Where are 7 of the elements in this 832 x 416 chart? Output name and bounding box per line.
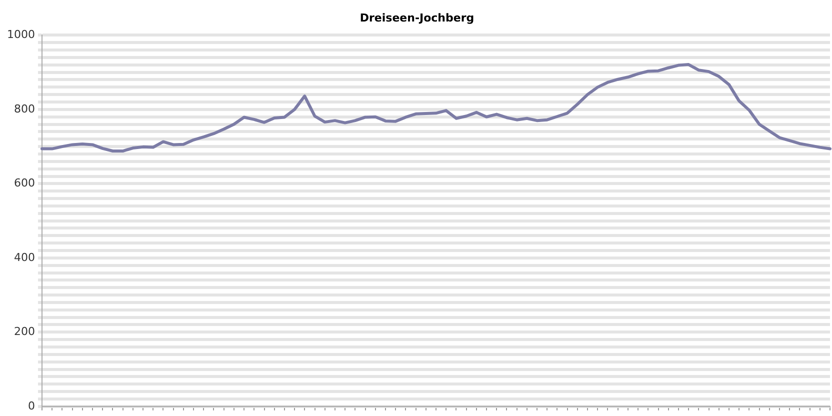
y-tick-label: 800 — [14, 102, 35, 116]
y-tick-label: 0 — [28, 399, 35, 412]
y-tick-label: 1000 — [6, 28, 35, 42]
y-tick-label: 400 — [14, 250, 35, 264]
y-tick-label: 600 — [14, 176, 35, 190]
chart-title: Dreiseen-Jochberg — [360, 11, 474, 24]
y-tick-label: 200 — [14, 325, 35, 338]
